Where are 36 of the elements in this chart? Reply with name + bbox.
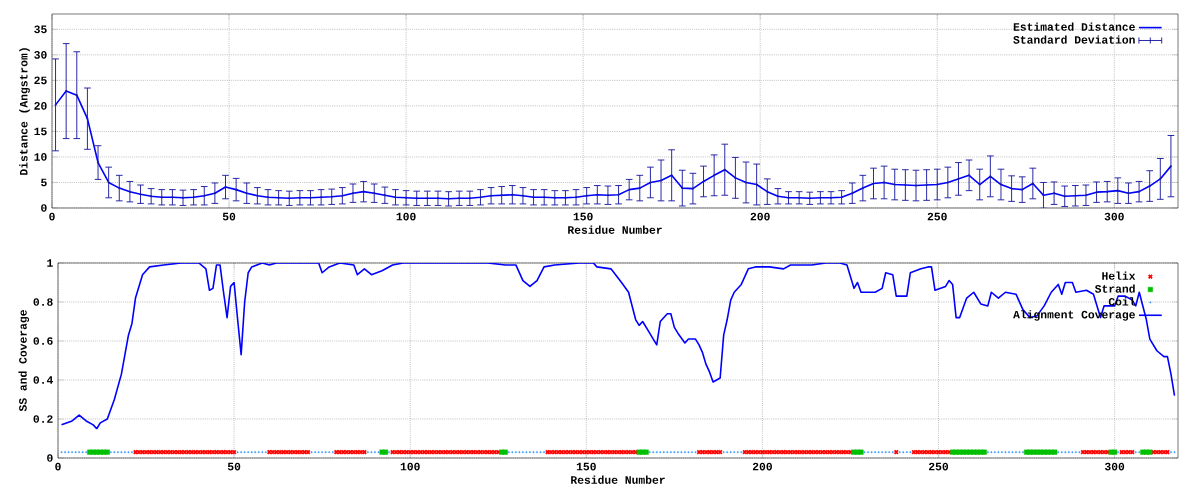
x-tick-label: 200 [750, 212, 770, 221]
x-tick-label: 100 [396, 212, 416, 221]
x-axis-title: Residue Number [568, 225, 662, 234]
legend-label: Helix [1102, 271, 1136, 280]
x-axis-title: Residue Number [571, 475, 665, 484]
y-tick-label: 35 [34, 25, 47, 34]
x-tick-label: 200 [752, 462, 772, 471]
y-tick-label: 1 [47, 259, 53, 267]
x-tick-label: 150 [576, 462, 596, 471]
x-tick-label: 250 [929, 462, 949, 471]
y-tick-label: 0.2 [33, 415, 53, 423]
y-tick-label: 15 [34, 127, 47, 136]
y-tick-label: 20 [34, 102, 47, 110]
x-tick-label: 300 [1104, 462, 1125, 471]
y-tick-label: 0.4 [33, 376, 53, 384]
y-tick-label: 0 [41, 204, 47, 212]
x-tick-label: 50 [222, 212, 236, 221]
legend-label: Standard Deviation [1013, 35, 1135, 44]
x-tick-label: 0 [55, 462, 61, 471]
x-tick-label: 150 [573, 212, 593, 221]
y-tick-label: 25 [34, 76, 47, 85]
legend-label: Alignment Coverage [1013, 310, 1135, 321]
y-axis-title: Distance (Angstrom) [19, 48, 30, 175]
legend-label: Strand [1094, 284, 1135, 293]
y-axis-title: SS and Coverage [18, 310, 30, 412]
x-tick-label: 50 [227, 462, 241, 471]
x-tick-label: 300 [1104, 212, 1124, 221]
y-tick-label: 0 [47, 454, 53, 462]
y-tick-label: 5 [41, 178, 47, 187]
y-tick-label: 30 [34, 50, 47, 59]
y-tick-label: 0.8 [33, 298, 53, 306]
legend-label: Estimated Distance [1013, 22, 1135, 31]
y-tick-label: 10 [34, 153, 47, 161]
x-tick-label: 100 [400, 462, 420, 471]
y-tick-label: 0.6 [33, 337, 53, 345]
x-tick-label: 250 [927, 212, 947, 221]
